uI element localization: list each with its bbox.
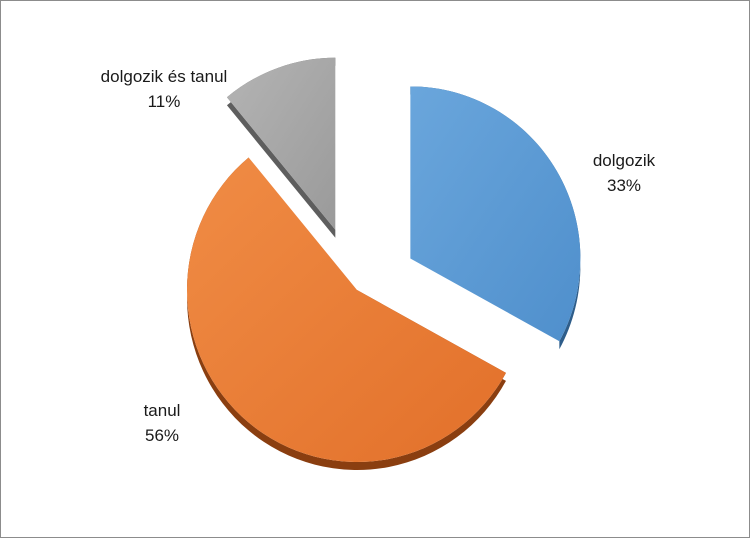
pie-slice-tanul[interactable] bbox=[187, 157, 506, 463]
data-label-tanul-value: 56% bbox=[145, 426, 179, 445]
data-label-dolgozik-value: 33% bbox=[607, 176, 641, 195]
data-label-tanul-name: tanul bbox=[144, 401, 181, 420]
pie-slice-side-dolgozik-es-tanul bbox=[226, 57, 336, 238]
pie-slice-dolgozik-es-tanul[interactable] bbox=[226, 57, 336, 230]
data-label-dolgozik-es-tanul-value: 11% bbox=[148, 92, 181, 111]
data-label-dolgozik-es-tanul-name: dolgozik és tanul bbox=[101, 67, 228, 86]
pie-slice-dolgozik[interactable] bbox=[410, 86, 581, 342]
data-label-dolgozik-name: dolgozik bbox=[593, 151, 656, 170]
